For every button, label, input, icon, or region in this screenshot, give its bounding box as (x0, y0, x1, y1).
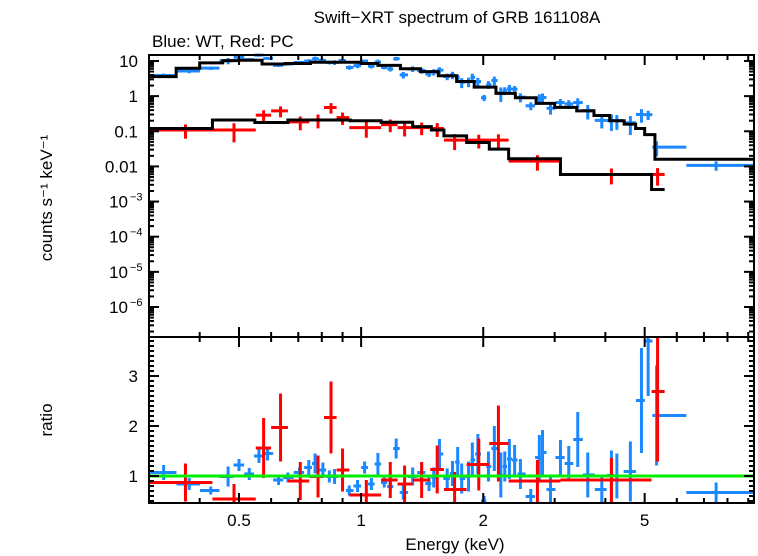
y-axis-label-ratio: ratio (37, 403, 56, 436)
y-tick-label: 10 (109, 263, 128, 282)
x-axis-label: Energy (keV) (405, 535, 504, 554)
y-tick-exponent: −4 (130, 227, 143, 239)
y-tick-label: 10 (109, 228, 128, 247)
ratio-tick-label: 2 (129, 417, 138, 436)
chart-title: Swift−XRT spectrum of GRB 161108A (314, 8, 601, 27)
ratio-tick-label: 3 (129, 367, 138, 386)
y-tick-exponent: −6 (130, 297, 143, 309)
x-tick-label: 1 (356, 511, 365, 530)
y-tick-label: 10 (109, 298, 128, 317)
y-tick-exponent: −5 (130, 262, 143, 274)
y-tick-label: 0.01 (105, 157, 138, 176)
y-axis-label-spectrum: counts s⁻¹ keV⁻¹ (37, 134, 56, 261)
y-tick-label: 0.1 (114, 122, 138, 141)
ratio-tick-label: 1 (129, 467, 138, 486)
pc-model-line (149, 118, 665, 192)
y-tick-exponent: −3 (130, 192, 143, 204)
y-tick-label: 1 (129, 87, 138, 106)
spectrum-panel-frame (148, 54, 755, 338)
x-tick-label: 5 (640, 511, 649, 530)
y-tick-label: 10 (109, 193, 128, 212)
wt-model-line (149, 58, 754, 161)
x-tick-label: 2 (479, 511, 488, 530)
x-tick-label: 0.5 (227, 511, 251, 530)
chart-subtitle: Blue: WT, Red: PC (152, 32, 294, 51)
y-tick-label: 10 (119, 52, 138, 71)
